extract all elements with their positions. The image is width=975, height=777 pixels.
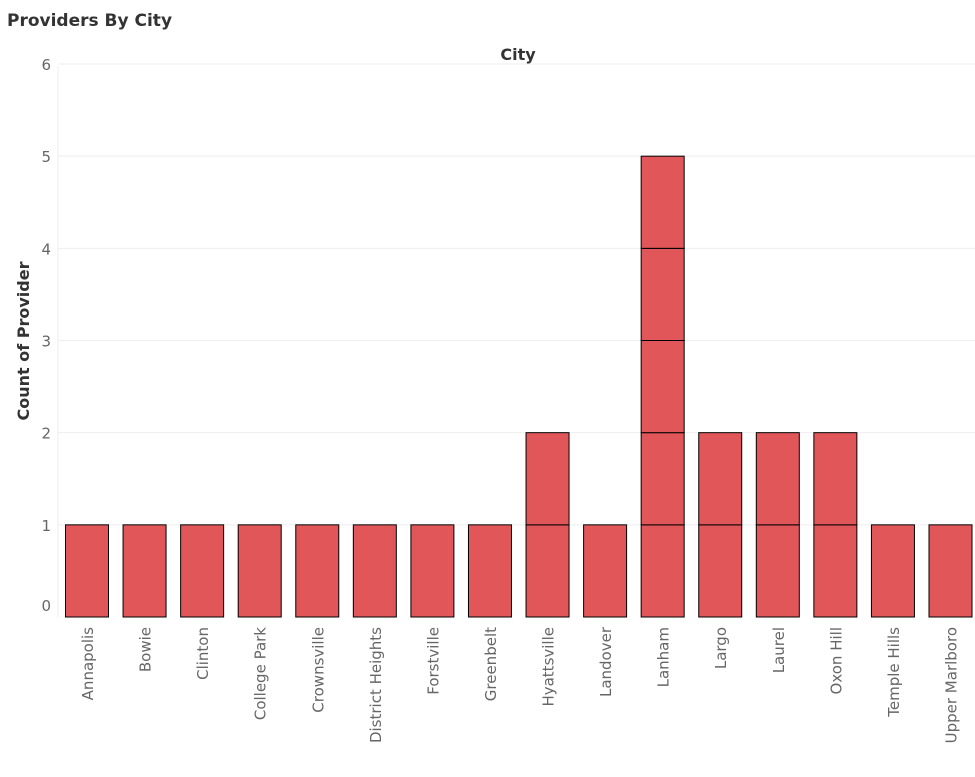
chart-title: Providers By City	[7, 11, 172, 31]
x-tick-label: Largo	[712, 627, 730, 669]
y-tick-label: 5	[41, 148, 51, 166]
bar-segment	[640, 340, 685, 434]
bar-segment	[295, 524, 340, 618]
bar-segment	[755, 524, 800, 618]
x-tick-label: Hyattsville	[540, 627, 558, 707]
y-tick-labels: 0 1 2 3 4 5 6	[41, 56, 51, 615]
bar-segment	[122, 524, 167, 618]
x-tick-label: Lanham	[655, 627, 673, 687]
bar-largo[interactable]	[698, 432, 743, 618]
x-tick-label: Laurel	[770, 627, 788, 673]
bar-annapolis[interactable]	[65, 524, 109, 618]
bar-upper-marlboro[interactable]	[928, 524, 973, 618]
x-tick-label: Upper Marlboro	[943, 627, 961, 743]
bar-segment	[870, 524, 915, 618]
column-header: City	[500, 45, 536, 64]
bar-landover[interactable]	[583, 524, 628, 618]
bar-segment	[410, 524, 455, 618]
bars	[65, 155, 973, 618]
x-tick-labels: Annapolis Bowie Clinton College Park Crownsv…	[79, 626, 961, 743]
bar-segment	[237, 524, 282, 618]
x-tick-label: Oxon Hill	[827, 627, 845, 694]
bar-segment	[180, 524, 225, 618]
bar-segment	[640, 524, 685, 618]
bar-segment	[813, 432, 858, 526]
x-tick-label: Forstville	[424, 627, 442, 695]
bar-bowie[interactable]	[122, 524, 167, 618]
x-tick-label: Bowie	[137, 627, 155, 672]
y-tick-label: 0	[41, 597, 51, 615]
bar-segment	[698, 432, 743, 526]
y-tick-label: 1	[41, 517, 51, 535]
x-tick-label: Landover	[597, 626, 615, 697]
x-tick-label: Crownsville	[309, 627, 327, 713]
bar-segment	[65, 524, 109, 618]
bar-clinton[interactable]	[180, 524, 225, 618]
x-tick-label: Annapolis	[79, 627, 97, 701]
bar-segment	[467, 524, 512, 618]
bar-segment	[755, 432, 800, 526]
x-tick-label: Greenbelt	[482, 627, 500, 701]
bar-college-park[interactable]	[237, 524, 282, 618]
bar-segment	[698, 524, 743, 618]
x-tick-label: Temple Hills	[885, 627, 903, 718]
y-tick-label: 4	[41, 240, 51, 258]
bar-segment	[640, 432, 685, 526]
bar-segment	[352, 524, 397, 618]
bar-laurel[interactable]	[755, 432, 800, 618]
bar-segment	[640, 155, 685, 249]
y-tick-label: 3	[41, 333, 51, 351]
x-tick-label: College Park	[252, 627, 270, 720]
y-tick-label: 6	[41, 56, 51, 74]
bar-segment	[525, 432, 570, 526]
bar-crownsville[interactable]	[295, 524, 340, 618]
bar-segment	[525, 524, 570, 618]
bar-district-heights[interactable]	[352, 524, 397, 618]
bar-segment	[583, 524, 628, 618]
y-axis-label: Count of Provider	[14, 261, 33, 420]
bar-forstville[interactable]	[410, 524, 455, 618]
x-tick-label: District Heights	[367, 627, 385, 743]
bar-segment	[640, 247, 685, 341]
bar-temple-hills[interactable]	[870, 524, 915, 618]
bar-segment	[813, 524, 858, 618]
bar-oxon-hill[interactable]	[813, 432, 858, 618]
bar-hyattsville[interactable]	[525, 432, 570, 618]
y-tick-label: 2	[41, 425, 51, 443]
bar-greenbelt[interactable]	[467, 524, 512, 618]
x-tick-label: Clinton	[194, 627, 212, 680]
bar-segment	[928, 524, 973, 618]
bar-lanham[interactable]	[640, 155, 685, 618]
